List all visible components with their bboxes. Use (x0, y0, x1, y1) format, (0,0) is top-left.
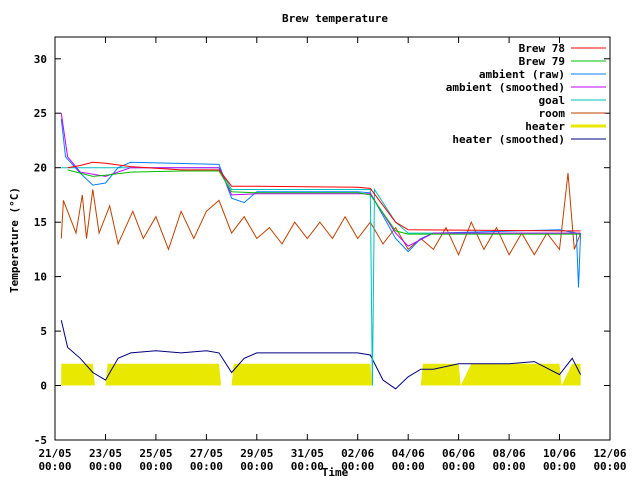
series-brew-78 (67, 161, 581, 232)
x-tick-label-date: 08/06 (493, 447, 526, 460)
x-tick-label-time: 00:00 (190, 460, 223, 473)
y-tick-label: 30 (34, 53, 47, 66)
y-tick-label: 10 (34, 271, 47, 284)
x-tick-label-date: 25/05 (139, 447, 172, 460)
x-tick-label-date: 23/05 (89, 447, 122, 460)
y-tick-label: 25 (34, 107, 47, 120)
x-tick-label-time: 00:00 (442, 460, 475, 473)
x-tick-label-date: 12/06 (593, 447, 626, 460)
legend-label-ambient-smoothed: ambient (smoothed) (446, 81, 565, 94)
y-tick-label: 5 (40, 325, 47, 338)
axes-layer: -505101520253021/0500:0023/0500:0025/050… (34, 36, 627, 473)
x-tick-label-date: 04/06 (392, 447, 425, 460)
y-tick-label: -5 (34, 434, 47, 447)
x-tick-label-date: 06/06 (442, 447, 475, 460)
x-tick-label-time: 00:00 (38, 460, 71, 473)
x-tick-label-date: 29/05 (240, 447, 273, 460)
x-tick-label-date: 27/05 (190, 447, 223, 460)
x-tick-label-time: 00:00 (543, 460, 576, 473)
legend-label-brew-78: Brew 78 (519, 42, 565, 55)
x-tick-label-time: 00:00 (291, 460, 324, 473)
legend-label-heater: heater (525, 120, 565, 133)
legend-label-room: room (539, 107, 566, 120)
series-ambient-smoothed (60, 113, 581, 247)
series-heater-smoothed (60, 320, 582, 390)
y-tick-label: 20 (34, 162, 47, 175)
x-tick-label-time: 00:00 (89, 460, 122, 473)
x-tick-label-date: 21/05 (38, 447, 71, 460)
chart-title: Brew temperature (282, 12, 388, 25)
series-heater (61, 363, 581, 386)
legend-label-ambient-raw: ambient (raw) (479, 68, 565, 81)
y-tick-label: 15 (34, 216, 47, 229)
x-tick-label-date: 10/06 (543, 447, 576, 460)
series-brew-79 (67, 169, 581, 235)
x-tick-label-date: 31/05 (291, 447, 324, 460)
legend-label-heater-smoothed: heater (smoothed) (452, 133, 565, 146)
series-room (60, 173, 582, 257)
y-tick-label: 0 (40, 380, 47, 393)
x-tick-label-time: 00:00 (139, 460, 172, 473)
x-tick-label-date: 02/06 (341, 447, 374, 460)
x-tick-label-time: 00:00 (240, 460, 273, 473)
x-tick-label-time: 00:00 (593, 460, 626, 473)
x-axis-label: Time (322, 466, 349, 479)
plot-frame (54, 36, 611, 441)
x-tick-label-time: 00:00 (392, 460, 425, 473)
legend-label-goal: goal (539, 94, 566, 107)
x-tick-label-time: 00:00 (493, 460, 526, 473)
y-axis-label: Temperature (°C) (8, 187, 21, 293)
legend-label-brew-79: Brew 79 (519, 55, 565, 68)
x-tick-label-time: 00:00 (341, 460, 374, 473)
series-layer (60, 113, 582, 390)
